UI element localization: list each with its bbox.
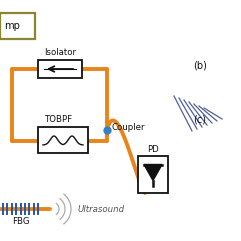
Text: Coupler: Coupler bbox=[112, 123, 146, 133]
Text: (c): (c) bbox=[193, 114, 206, 124]
Text: TOBPF: TOBPF bbox=[45, 115, 73, 124]
Bar bbox=[38, 60, 82, 78]
Bar bbox=[138, 156, 168, 193]
Text: Isolator: Isolator bbox=[44, 48, 76, 57]
Text: FBG: FBG bbox=[12, 217, 29, 226]
Polygon shape bbox=[144, 165, 162, 181]
Text: mp: mp bbox=[4, 21, 20, 31]
FancyBboxPatch shape bbox=[0, 13, 35, 39]
Text: (b): (b) bbox=[193, 60, 207, 70]
Text: Ultrasound: Ultrasound bbox=[77, 205, 124, 214]
Bar bbox=[38, 127, 88, 153]
Text: PD: PD bbox=[147, 145, 159, 154]
